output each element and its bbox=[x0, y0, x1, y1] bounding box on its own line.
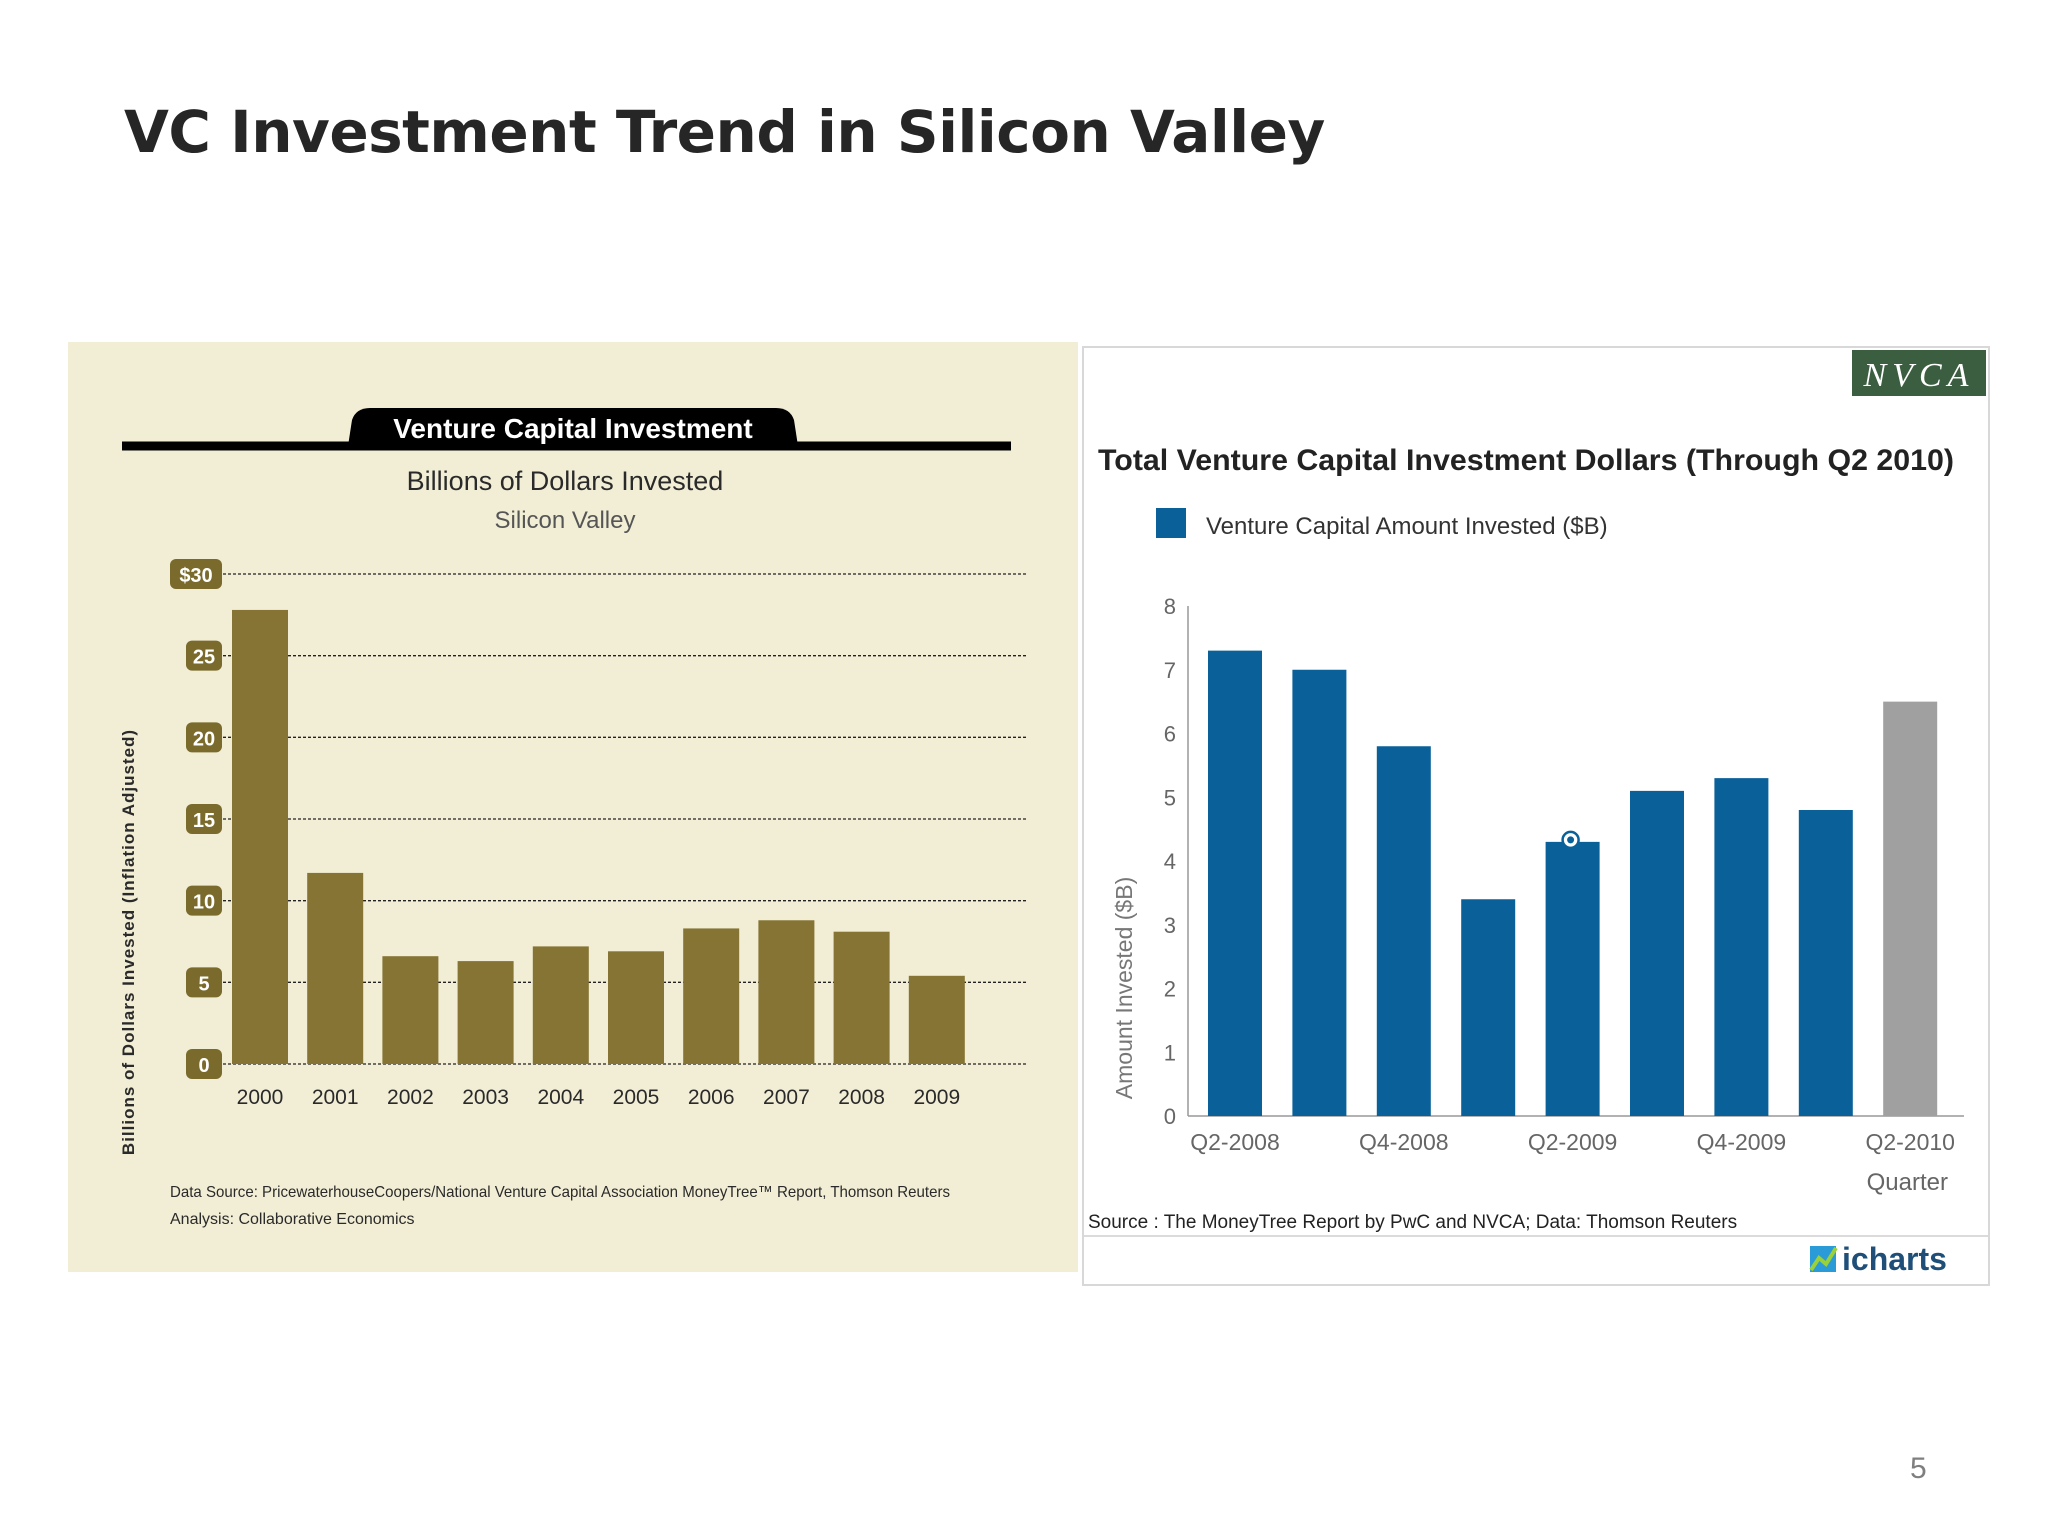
left-bar-2008 bbox=[833, 931, 890, 1064]
right-chart-panel: NVCA Total Venture Capital Investment Do… bbox=[1082, 346, 1990, 1286]
left-bar-2004 bbox=[532, 946, 589, 1064]
left-xtick-label: 2000 bbox=[237, 1086, 284, 1109]
left-bar-2001 bbox=[307, 872, 364, 1064]
right-chart-xlabel: Quarter bbox=[1867, 1169, 1948, 1196]
right-chart-source: Source : The MoneyTree Report by PwC and… bbox=[1088, 1212, 1737, 1233]
right-xtick-label: Q4-2009 bbox=[1697, 1129, 1787, 1155]
right-bar-Q4-2009[interactable] bbox=[1714, 778, 1769, 1116]
right-ytick-label: 6 bbox=[1164, 722, 1176, 747]
left-xtick-label: 2007 bbox=[763, 1086, 810, 1109]
right-bar-Q1-2010[interactable] bbox=[1798, 810, 1853, 1116]
left-chart-bars bbox=[232, 609, 965, 1064]
icharts-logo-text: icharts bbox=[1842, 1241, 1947, 1277]
left-xtick-label: 2009 bbox=[913, 1086, 960, 1109]
left-chart-region: Silicon Valley bbox=[495, 507, 636, 534]
left-chart-ylabel: Billions of Dollars Invested (Inflation … bbox=[119, 729, 138, 1155]
left-xtick-label: 2003 bbox=[462, 1086, 509, 1109]
right-xtick-label: Q2-2010 bbox=[1865, 1129, 1955, 1155]
left-xtick-label: 2001 bbox=[312, 1086, 359, 1109]
right-ytick-label: 3 bbox=[1164, 913, 1176, 938]
right-ytick-label: 1 bbox=[1164, 1040, 1176, 1065]
left-ytick-label: 15 bbox=[193, 810, 215, 832]
left-ytick-badge bbox=[170, 559, 222, 589]
left-xtick-label: 2006 bbox=[688, 1086, 735, 1109]
left-bar-2007 bbox=[758, 920, 815, 1064]
left-ytick-badge bbox=[186, 1049, 222, 1079]
nvca-logo-text: NVCA bbox=[1863, 357, 1975, 394]
left-xtick-label: 2004 bbox=[537, 1086, 584, 1109]
left-ytick-badge bbox=[186, 722, 222, 753]
legend-swatch bbox=[1156, 508, 1186, 538]
right-chart-xticks: Q2-2008 Q4-2008 Q2-2009 Q4-2009 Q2-2010 bbox=[1190, 1129, 1955, 1155]
page-number: 5 bbox=[1910, 1452, 1927, 1485]
left-ytick-label: 10 bbox=[193, 892, 215, 914]
left-bar-2009 bbox=[908, 975, 965, 1064]
left-chart-yticks: 0 5 10 15 20 25 $30 bbox=[170, 559, 222, 1079]
right-bar-Q2-2008[interactable] bbox=[1208, 650, 1262, 1116]
left-ytick-badge bbox=[186, 885, 222, 916]
icharts-logo[interactable]: icharts bbox=[1809, 1241, 1947, 1277]
right-chart-yticks: 0 1 2 3 4 5 6 7 8 bbox=[1164, 594, 1176, 1129]
right-chart-bars bbox=[1208, 650, 1938, 1116]
right-bar-Q1-2009[interactable] bbox=[1461, 899, 1516, 1116]
right-xtick-label: Q2-2008 bbox=[1190, 1129, 1280, 1155]
left-chart-panel: Venture Capital Investment Billions of D… bbox=[68, 342, 1078, 1272]
left-bar-2000 bbox=[232, 609, 288, 1064]
right-ytick-label: 8 bbox=[1164, 594, 1176, 619]
left-ytick-label: $30 bbox=[179, 565, 212, 587]
left-ytick-badge bbox=[186, 967, 222, 998]
slide-title: VC Investment Trend in Silicon Valley bbox=[124, 98, 1325, 166]
left-ytick-label: 25 bbox=[193, 647, 215, 669]
legend-label: Venture Capital Amount Invested ($B) bbox=[1206, 513, 1608, 540]
right-ytick-label: 0 bbox=[1164, 1104, 1176, 1129]
left-bar-2002 bbox=[382, 956, 439, 1064]
banner-title: Venture Capital Investment bbox=[393, 413, 752, 444]
left-bar-2005 bbox=[608, 951, 664, 1064]
right-xtick-label: Q2-2009 bbox=[1528, 1129, 1618, 1155]
right-bar-Q4-2008[interactable] bbox=[1376, 746, 1431, 1116]
banner-tab bbox=[348, 408, 798, 446]
left-xtick-label: 2008 bbox=[838, 1086, 885, 1109]
right-ytick-label: 4 bbox=[1164, 849, 1176, 874]
left-chart-analysis: Analysis: Collaborative Economics bbox=[170, 1211, 415, 1228]
right-bar-Q2-2010[interactable] bbox=[1883, 701, 1938, 1116]
right-ytick-label: 5 bbox=[1164, 785, 1176, 810]
right-chart-svg: NVCA Total Venture Capital Investment Do… bbox=[1084, 350, 1988, 1277]
right-xtick-label: Q4-2008 bbox=[1359, 1129, 1449, 1155]
left-ytick-label: 0 bbox=[198, 1055, 209, 1077]
left-ytick-label: 20 bbox=[193, 728, 215, 750]
left-xtick-label: 2005 bbox=[613, 1086, 660, 1109]
right-ytick-label: 2 bbox=[1164, 977, 1176, 1002]
right-chart-ylabel: Amount Invested ($B) bbox=[1111, 877, 1137, 1099]
right-bar-Q3-2008[interactable] bbox=[1292, 669, 1347, 1116]
left-chart-svg: Venture Capital Investment Billions of D… bbox=[119, 408, 1028, 1228]
left-chart-xticks: 2000 2001 2002 2003 2004 2005 2006 2007 2008 2009 bbox=[237, 1086, 961, 1109]
left-bar-2006 bbox=[683, 928, 740, 1064]
left-xtick-label: 2002 bbox=[387, 1086, 434, 1109]
left-chart-subtitle: Billions of Dollars Invested bbox=[407, 466, 724, 496]
right-bar-Q3-2009[interactable] bbox=[1630, 790, 1684, 1116]
right-chart-title: Total Venture Capital Investment Dollars… bbox=[1098, 444, 1954, 477]
icharts-logo-mark bbox=[1809, 1246, 1838, 1272]
hover-marker-dot bbox=[1567, 836, 1575, 844]
left-bar-2003 bbox=[457, 961, 514, 1064]
left-ytick-label: 5 bbox=[198, 973, 209, 995]
left-chart-source: Data Source: PricewaterhouseCoopers/Nati… bbox=[170, 1184, 950, 1201]
right-ytick-label: 7 bbox=[1164, 658, 1176, 683]
nvca-logo bbox=[1852, 350, 1986, 396]
right-bar-Q2-2009[interactable] bbox=[1545, 841, 1600, 1116]
left-ytick-badge bbox=[186, 640, 222, 671]
left-ytick-badge bbox=[186, 804, 222, 834]
